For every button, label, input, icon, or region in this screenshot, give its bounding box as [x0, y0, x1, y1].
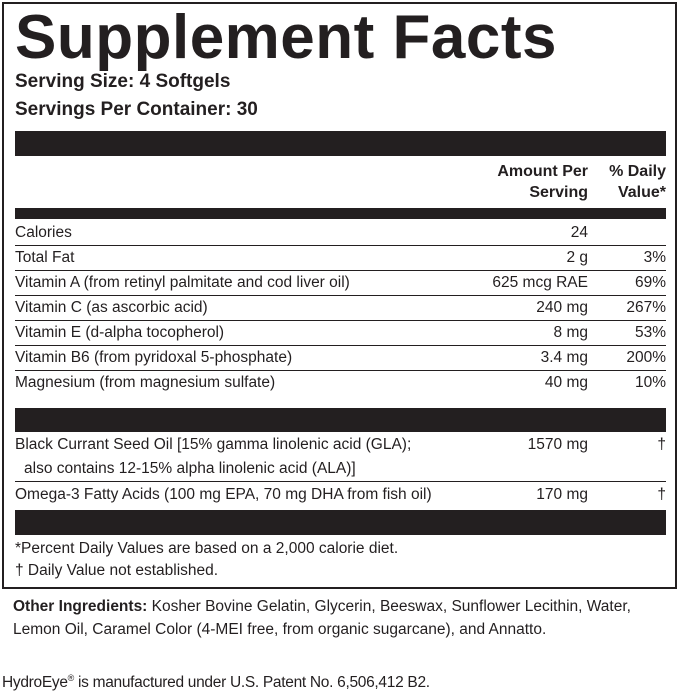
footnote-dv: *Percent Daily Values are based on a 2,0…: [15, 540, 399, 557]
servings-per-container: Servings Per Container: 30: [15, 99, 258, 120]
divider-bar: [15, 131, 666, 156]
patent-notice: HydroEye® is manufactured under U.S. Pat…: [2, 673, 430, 692]
column-header: Amount Per Serving % Daily Value*: [15, 161, 666, 205]
divider-bar: [15, 208, 666, 219]
divider-bar: [15, 408, 666, 432]
dv-header: % Daily Value*: [609, 163, 666, 201]
nutrient-row: Vitamin A (from retinyl palmitate and co…: [15, 271, 666, 296]
nutrient-row: Vitamin C (as ascorbic acid) 240 mg 267%: [15, 296, 666, 321]
divider-bar: [15, 510, 666, 535]
amount-header: Amount Per Serving: [497, 163, 588, 201]
serving-size: Serving Size: 4 Softgels: [15, 71, 231, 92]
nutrient-row: Calories 24: [15, 221, 666, 246]
panel-title: Supplement Facts: [15, 3, 557, 72]
other-ingredients: Other Ingredients: Kosher Bovine Gelatin…: [13, 598, 631, 638]
nutrient-row: Total Fat 2 g 3%: [15, 246, 666, 271]
nutrient-row: Vitamin B6 (from pyridoxal 5-phosphate) 3…: [15, 346, 666, 371]
supplement-facts-panel: Supplement Facts Serving Size: 4 Softgel…: [2, 2, 677, 589]
nutrient-row: Vitamin E (d-alpha tocopherol) 8 mg 53%: [15, 321, 666, 346]
ingredient-row: Black Currant Seed Oil [15% gamma linole…: [15, 433, 666, 482]
footnote-dagger: † Daily Value not established.: [15, 562, 219, 579]
nutrient-row: Magnesium (from magnesium sulfate) 40 mg 1…: [15, 374, 666, 391]
ingredient-row: Omega-3 Fatty Acids (100 mg EPA, 70 mg D…: [15, 486, 666, 503]
